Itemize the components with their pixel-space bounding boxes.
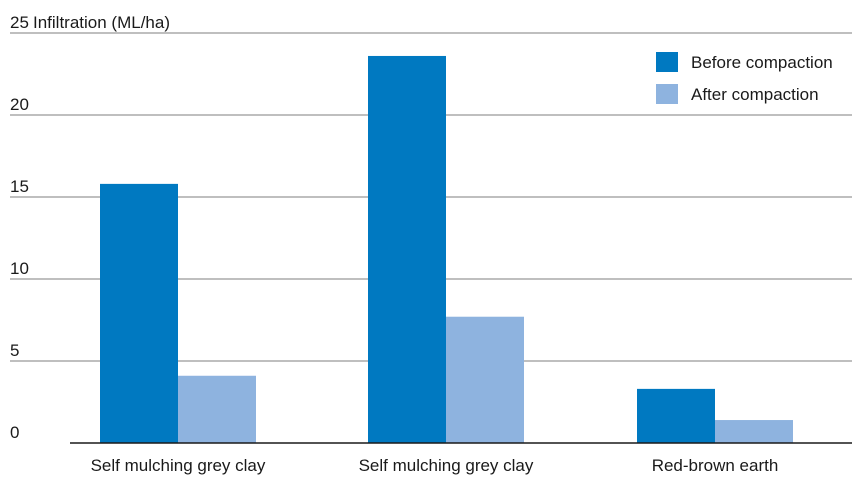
legend-swatch <box>656 84 678 104</box>
x-axis-category-labels: Self mulching grey clay Self mulching gre… <box>91 456 779 475</box>
x-category-label: Self mulching grey clay <box>359 456 534 475</box>
bar-after-compaction <box>446 316 524 443</box>
bar-after-compaction <box>178 375 256 443</box>
legend-swatch <box>656 52 678 72</box>
y-axis-ticks: 0 5 10 15 20 25 <box>10 13 29 442</box>
legend: Before compaction After compaction <box>656 52 833 104</box>
x-category-label: Self mulching grey clay <box>91 456 266 475</box>
y-axis-label: Infiltration (ML/ha) <box>33 13 170 32</box>
bar-before-compaction <box>100 183 178 443</box>
y-tick-label: 20 <box>10 95 29 114</box>
x-category-label: Red-brown earth <box>652 456 779 475</box>
y-tick-label: 25 <box>10 13 29 32</box>
bar-before-compaction <box>637 388 715 443</box>
bar-after-compaction <box>715 420 793 443</box>
legend-label: Before compaction <box>691 53 833 72</box>
y-tick-label: 5 <box>10 341 19 360</box>
legend-label: After compaction <box>691 85 819 104</box>
bar-before-compaction <box>368 55 446 444</box>
bars <box>100 55 793 444</box>
y-tick-label: 10 <box>10 259 29 278</box>
y-tick-label: 15 <box>10 177 29 196</box>
y-tick-label: 0 <box>10 423 19 442</box>
